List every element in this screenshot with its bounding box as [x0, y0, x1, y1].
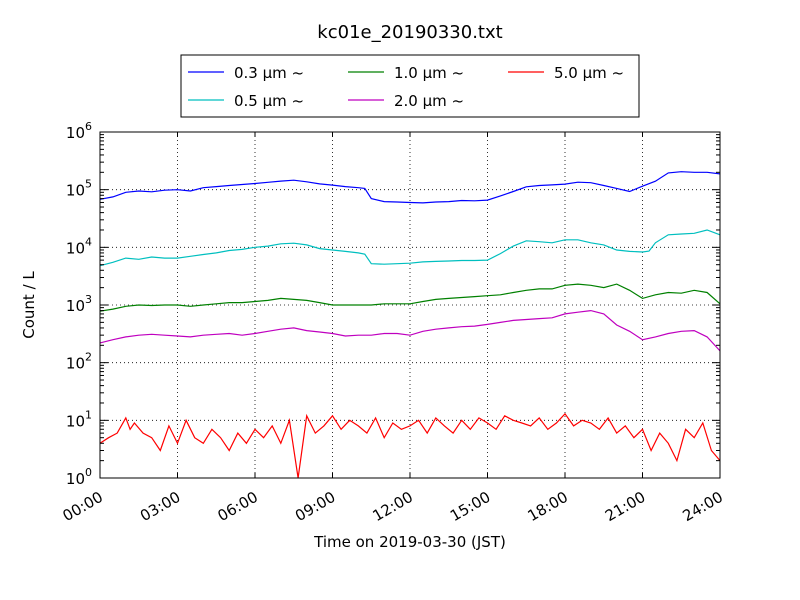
y-tick-exponent: 3: [85, 293, 92, 306]
series-layer: [99, 171, 721, 479]
y-tick-label: 102: [66, 351, 92, 373]
y-tick-base: 10: [66, 239, 85, 257]
y-tick-exponent: 6: [85, 120, 92, 133]
legend-label: 1.0 μm ~: [394, 64, 464, 82]
x-tick-label: 15:00: [447, 488, 493, 525]
y-tick-label: 100: [66, 466, 92, 488]
x-tick-label: 12:00: [370, 488, 416, 525]
y-tick-base: 10: [66, 297, 85, 315]
grid: [100, 132, 720, 478]
y-tick-exponent: 2: [85, 351, 92, 364]
legend: 0.3 μm ~ 0.5 μm ~ 1.0 μm ~ 2.0 μm ~ 5.0 μm ~: [180, 54, 640, 118]
x-tick-label: 03:00: [137, 488, 183, 525]
x-tick-label: 18:00: [525, 488, 571, 525]
y-tick-label: 103: [66, 293, 92, 315]
y-tick-base: 10: [66, 124, 85, 142]
legend-label: 0.5 μm ~: [234, 92, 304, 110]
legend-label: 0.3 μm ~: [234, 64, 304, 82]
y-tick-base: 10: [66, 355, 85, 373]
legend-label: 5.0 μm ~: [554, 64, 624, 82]
series-line-1: [99, 229, 721, 267]
y-tick-base: 10: [66, 182, 85, 200]
y-tick-exponent: 4: [85, 235, 92, 248]
x-tick-label: 06:00: [215, 488, 261, 525]
y-tick-exponent: 0: [85, 466, 92, 479]
series-line-4: [99, 412, 721, 479]
legend-label: 2.0 μm ~: [394, 92, 464, 110]
y-tick-label: 104: [66, 235, 92, 257]
y-tick-base: 10: [66, 412, 85, 430]
x-axis-label: Time on 2019-03-30 (JST): [313, 533, 506, 551]
series-line-3: [99, 309, 721, 352]
y-tick-label: 101: [66, 408, 92, 430]
series-line-2: [99, 283, 721, 312]
y-tick-exponent: 1: [85, 408, 92, 421]
x-tick-label: 00:00: [60, 488, 106, 525]
x-tick-label: 21:00: [602, 488, 648, 525]
chart-title: kc01e_20190330.txt: [317, 22, 502, 43]
y-tick-base: 10: [66, 470, 85, 488]
legend-frame: [180, 54, 640, 118]
y-tick-exponent: 5: [85, 178, 92, 191]
y-tick-label: 106: [66, 120, 92, 142]
series-line-0: [99, 171, 721, 204]
y-axis-label: Count / L: [20, 271, 38, 339]
x-tick-label: 24:00: [680, 488, 726, 525]
y-tick-label: 105: [66, 178, 92, 200]
x-tick-label: 09:00: [292, 488, 338, 525]
